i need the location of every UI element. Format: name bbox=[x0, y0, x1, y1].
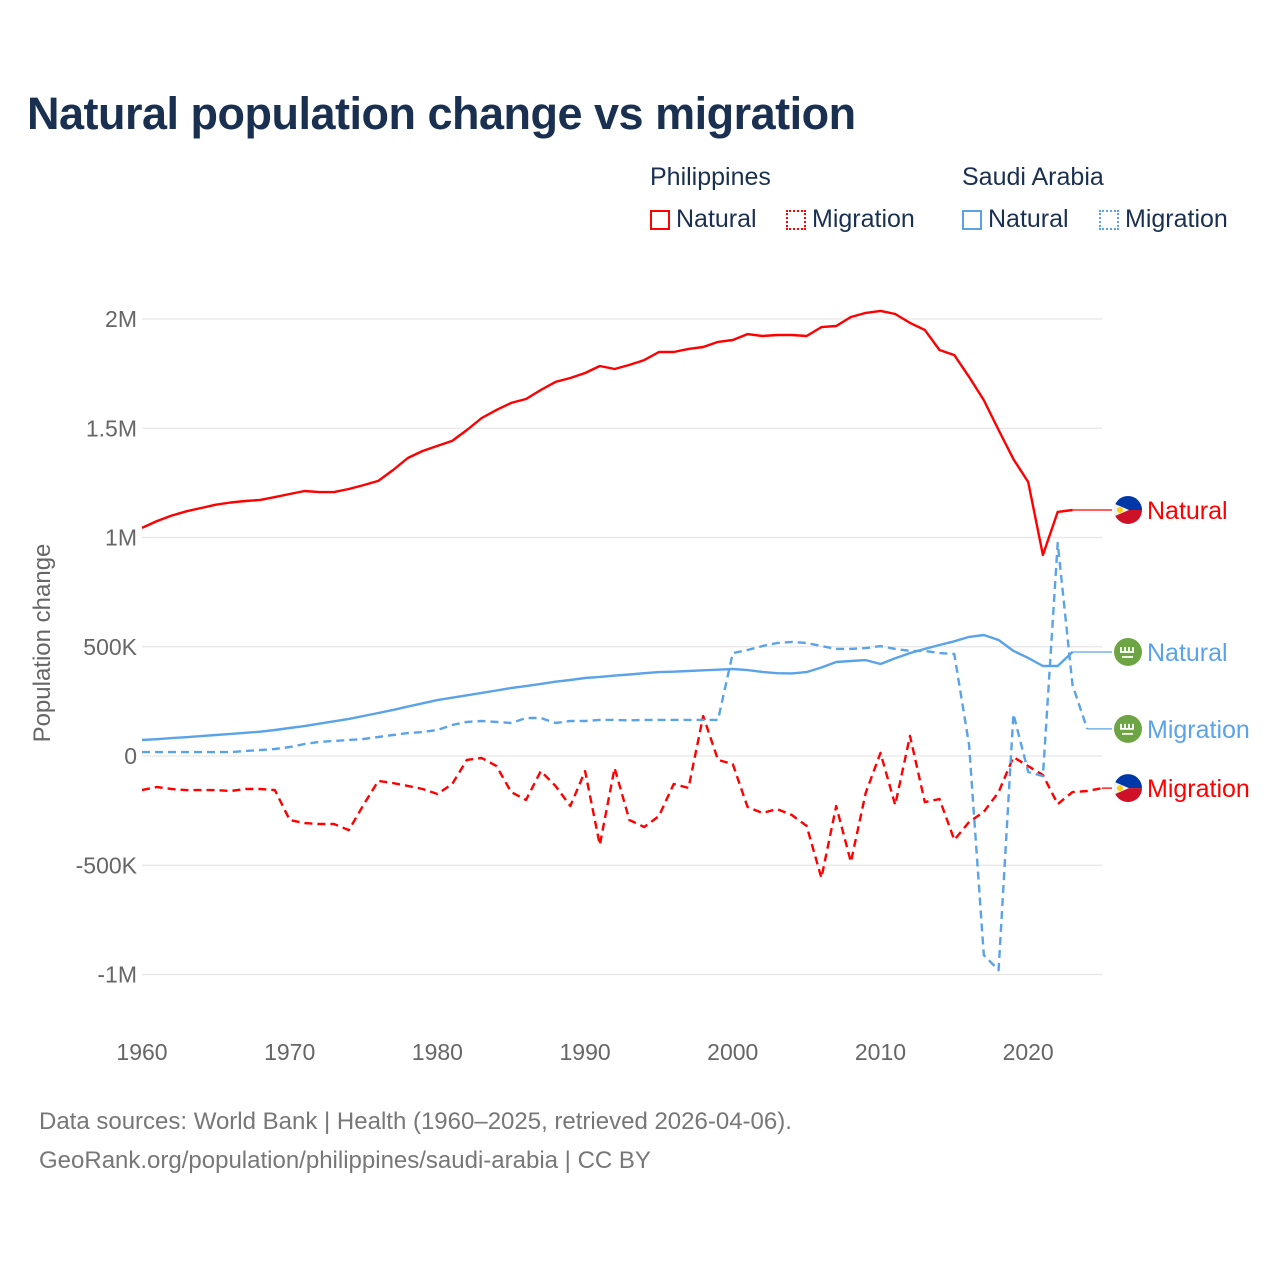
legend-swatch-solid bbox=[650, 209, 670, 230]
gridlines bbox=[142, 318, 1102, 976]
source-text: Data sources: World Bank | Health (1960–… bbox=[39, 1108, 792, 1135]
y-tick-label: -1M bbox=[97, 962, 137, 988]
flag-sun bbox=[1117, 506, 1123, 513]
x-tick-label: 1980 bbox=[412, 1039, 463, 1065]
legend-label: Migration bbox=[1125, 205, 1228, 233]
legend-swatch-dotted bbox=[786, 209, 806, 230]
legend-label: Natural bbox=[988, 205, 1069, 233]
saudi-arabia-migration-end-label: Migration bbox=[1147, 716, 1250, 744]
flag-blue-half bbox=[1114, 495, 1143, 510]
x-tick-label: 1960 bbox=[116, 1039, 167, 1065]
flag-red-half bbox=[1114, 509, 1143, 524]
x-tick-label: 1990 bbox=[559, 1039, 610, 1065]
legend-group-title: Philippines bbox=[650, 163, 771, 191]
legend-swatch-dotted bbox=[1099, 209, 1119, 230]
philippines-flag-icon bbox=[1113, 495, 1143, 524]
legend-item-saudi-natural[interactable]: Natural bbox=[962, 205, 1069, 234]
philippines-flag-icon bbox=[1113, 774, 1143, 803]
x-tick-label: 2000 bbox=[707, 1039, 758, 1065]
flag-sun bbox=[1117, 785, 1123, 792]
philippines-migration-line bbox=[141, 714, 1103, 880]
saudi-arabia-natural-line bbox=[141, 633, 1074, 742]
legend-item-saudi-migration[interactable]: Migration bbox=[1099, 205, 1228, 234]
legend-swatch-solid bbox=[962, 209, 982, 230]
y-tick-label: 2M bbox=[105, 306, 137, 332]
flag-emblem bbox=[1120, 723, 1134, 735]
flag-blue-half bbox=[1114, 774, 1143, 789]
y-tick-label: 1.5M bbox=[86, 415, 137, 441]
source-url[interactable]: GeoRank.org/population/philippines/saudi… bbox=[39, 1147, 651, 1174]
legend-item-philippines-migration[interactable]: Migration bbox=[786, 205, 915, 234]
saudi-arabia-natural-end-label: Natural bbox=[1147, 639, 1228, 667]
y-axis-label: Population change bbox=[29, 544, 56, 743]
legend-label: Natural bbox=[676, 205, 757, 233]
x-tick-label: 2010 bbox=[855, 1039, 906, 1065]
saudi-arabia-migration-line bbox=[142, 541, 1089, 972]
legend-item-philippines-natural[interactable]: Natural bbox=[650, 205, 757, 234]
philippines-natural-line bbox=[141, 309, 1073, 557]
saudi-arabia-flag-icon bbox=[1114, 637, 1142, 666]
flag-emblem bbox=[1120, 646, 1134, 658]
chart-title: Natural population change vs migration bbox=[27, 88, 856, 139]
y-tick-label: 1M bbox=[105, 525, 137, 551]
philippines-migration-end-label: Migration bbox=[1147, 775, 1250, 803]
y-tick-label: -500K bbox=[76, 852, 138, 878]
end-labels: Natural Migration Natural Migration bbox=[1113, 495, 1250, 803]
legend-label: Migration bbox=[812, 205, 915, 233]
legend-group-title: Saudi Arabia bbox=[962, 163, 1104, 191]
flag-red-half bbox=[1114, 788, 1143, 803]
philippines-natural-end-label: Natural bbox=[1147, 497, 1228, 525]
x-axis-ticks: 1960 1970 1980 1990 2000 2010 2020 bbox=[116, 1039, 1053, 1065]
x-tick-label: 1970 bbox=[264, 1039, 315, 1065]
saudi-arabia-flag-icon bbox=[1114, 714, 1142, 743]
y-tick-label: 0 bbox=[124, 743, 137, 769]
x-tick-label: 2020 bbox=[1003, 1039, 1054, 1065]
y-tick-label: 500K bbox=[83, 634, 137, 660]
y-axis-ticks: -1M -500K 0 500K 1M 1.5M 2M bbox=[76, 306, 138, 988]
series-lines bbox=[141, 309, 1112, 972]
